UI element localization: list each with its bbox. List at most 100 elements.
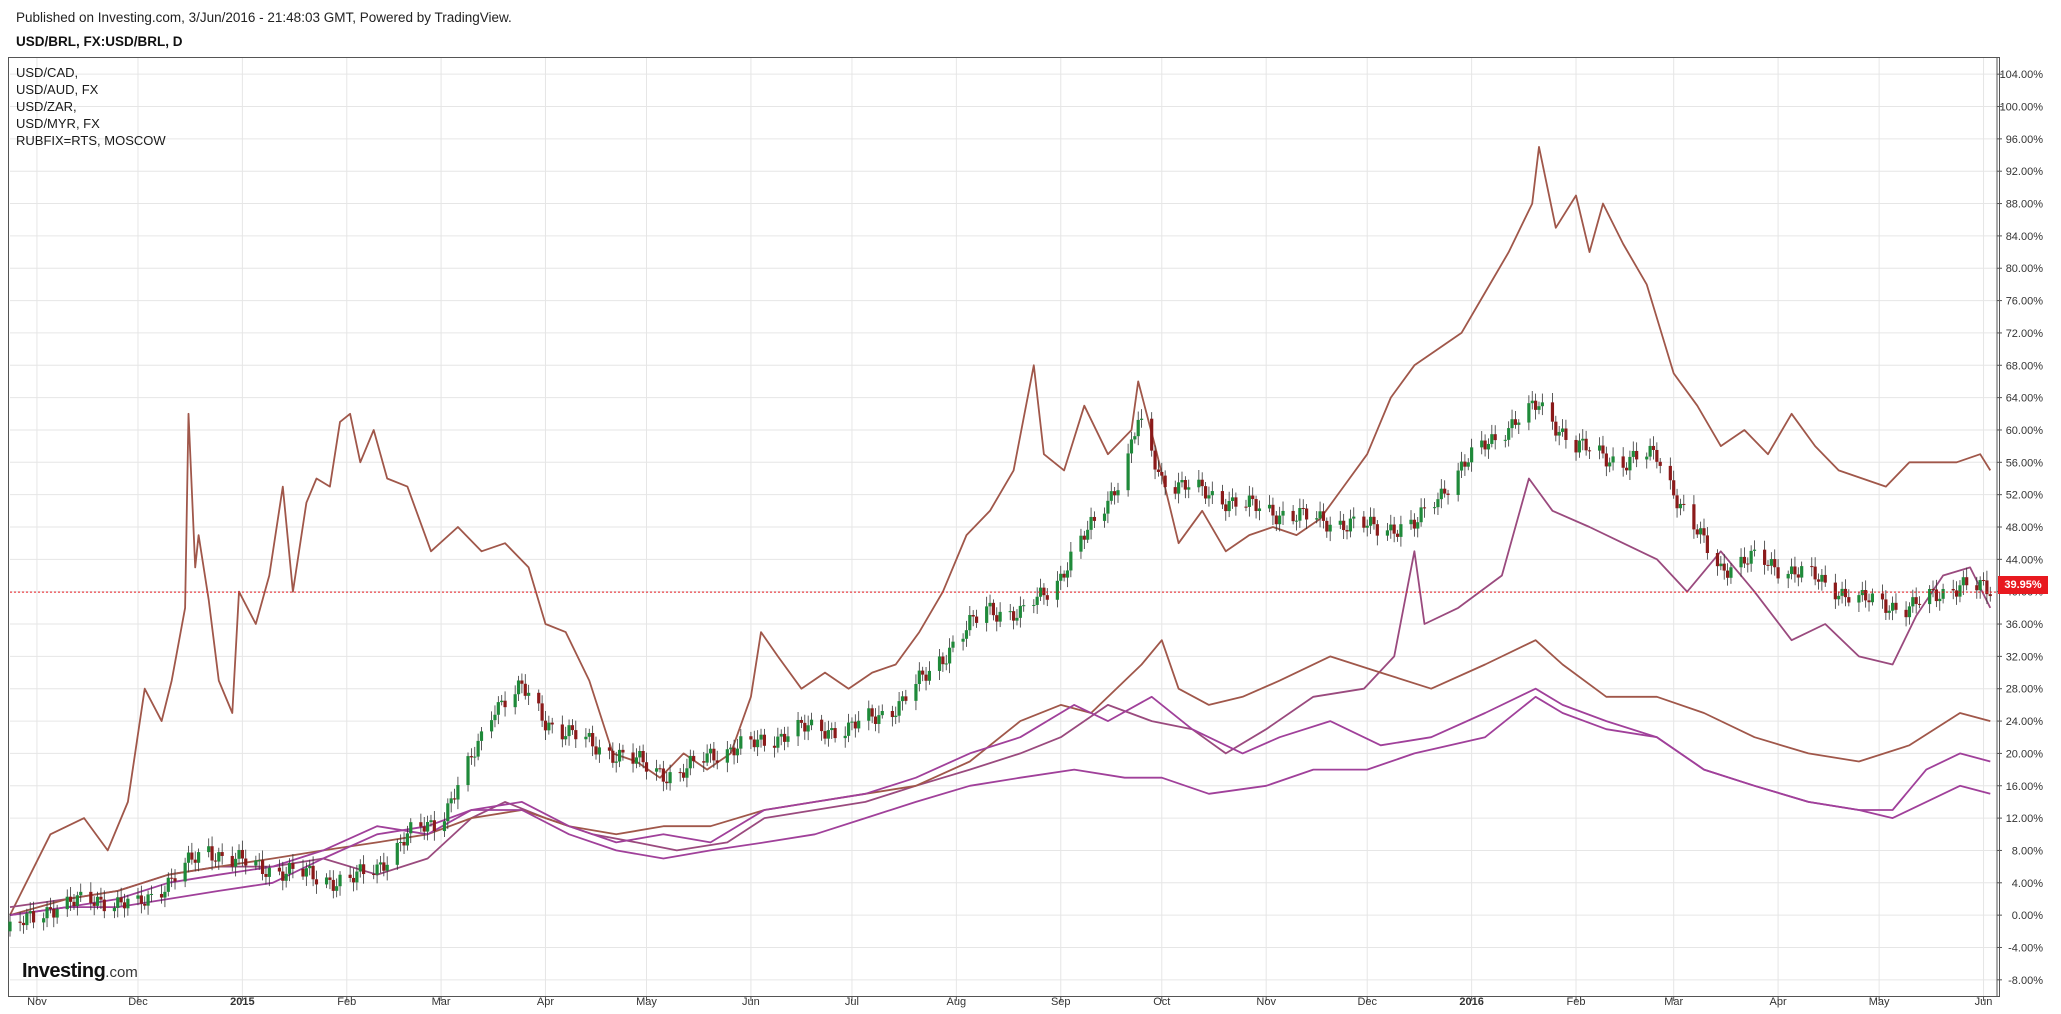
candle-body — [1224, 504, 1228, 512]
x-tick-label: 2016 — [1459, 996, 1483, 1008]
candle-body — [803, 722, 807, 732]
candle-body — [917, 670, 921, 684]
candle-body — [1459, 461, 1464, 471]
candle-body — [489, 720, 494, 732]
candle-body — [338, 874, 342, 887]
candle-body — [614, 761, 618, 763]
candle-body — [324, 877, 329, 885]
candle-body — [79, 891, 83, 896]
candle-body — [948, 647, 952, 664]
candle-body — [1102, 513, 1107, 521]
candle-body — [358, 864, 362, 872]
y-tick-label: 4.00% — [2012, 878, 2043, 890]
candle-body — [311, 865, 315, 880]
candle-body — [749, 736, 753, 740]
y-tick-label: 84.00% — [2006, 231, 2044, 243]
candle-body — [1470, 447, 1474, 463]
candle-body — [429, 820, 433, 823]
candle-body — [1540, 402, 1544, 407]
candle-body — [974, 616, 979, 623]
y-tick-label: 32.00% — [2006, 651, 2044, 663]
candle-body — [42, 918, 46, 923]
candle-body — [1988, 594, 1992, 597]
candle-body — [1116, 490, 1120, 496]
candle-body — [1796, 574, 1800, 578]
candle-body — [122, 902, 127, 909]
candle-body — [112, 907, 117, 912]
candle-body — [1611, 456, 1615, 463]
candle-body — [762, 734, 766, 746]
candle-body — [900, 696, 905, 702]
candle-body — [432, 820, 436, 832]
candle-body — [1439, 488, 1443, 500]
candle-body — [924, 674, 928, 681]
candle-body — [1298, 508, 1302, 521]
candle-body — [516, 680, 521, 695]
candle-body — [385, 864, 389, 871]
candle-body — [688, 755, 692, 769]
candle-body — [446, 803, 450, 822]
candle-body — [1917, 603, 1922, 605]
y-tick-label: -4.00% — [2008, 942, 2043, 954]
candle-body — [735, 748, 740, 756]
candle-body — [1012, 611, 1016, 621]
candle-body — [570, 725, 575, 731]
candle-body — [1624, 467, 1629, 471]
candle-body — [264, 873, 268, 877]
candle-body — [1244, 506, 1248, 508]
candle-body — [493, 714, 497, 721]
candle-body — [143, 903, 147, 906]
candle-body — [904, 696, 908, 701]
last-value-label: 39.95% — [1998, 576, 2048, 594]
candle-body — [1065, 570, 1070, 578]
candle-body — [1082, 535, 1086, 540]
x-tick-label: Jul — [845, 996, 859, 1008]
y-tick-label: 28.00% — [2006, 684, 2044, 696]
candle-body — [65, 896, 69, 910]
candle-body — [1160, 471, 1164, 476]
candle-body — [1749, 550, 1753, 564]
candle-body — [833, 728, 837, 739]
candle-body — [1537, 406, 1541, 410]
candle-body — [1486, 443, 1491, 450]
candle-body — [1560, 428, 1565, 432]
candle-body — [1342, 520, 1346, 531]
candle-body — [1631, 450, 1635, 457]
candle-body — [1564, 428, 1568, 440]
candle-body — [287, 862, 292, 874]
candle-body — [1409, 519, 1413, 525]
candle-body — [611, 750, 615, 763]
candle-body — [1086, 529, 1090, 540]
candle-body — [89, 891, 93, 903]
candle-body — [897, 701, 901, 716]
candle-body — [1503, 439, 1507, 441]
candle-body — [1961, 577, 1965, 586]
candle-body — [1187, 487, 1191, 490]
candle-body — [159, 893, 164, 898]
candle-body — [1577, 440, 1581, 453]
candle-body — [527, 692, 531, 696]
candle-body — [351, 877, 356, 883]
candle-body — [560, 724, 564, 740]
y-tick-label: 36.00% — [2006, 619, 2044, 631]
candle-body — [1278, 515, 1282, 525]
candle-body — [921, 670, 925, 675]
candle-body — [799, 719, 804, 723]
chart-title: USD/BRL, FX:USD/BRL, D — [16, 34, 183, 49]
x-tick-label: Sep — [1051, 996, 1071, 1008]
candle-body — [702, 761, 706, 763]
candle-body — [1823, 574, 1827, 583]
candle-body — [678, 772, 682, 774]
candle-body — [1550, 402, 1555, 422]
candle-body — [634, 757, 639, 764]
candle-body — [1493, 434, 1497, 441]
candle-body — [1466, 462, 1470, 467]
candle-body — [496, 702, 500, 715]
candle-body — [170, 877, 174, 879]
candle-body — [567, 725, 571, 737]
y-tick-label: 44.00% — [2006, 554, 2044, 566]
candle-body — [1695, 529, 1699, 535]
candle-body — [1702, 528, 1706, 536]
candle-body — [1156, 469, 1161, 472]
